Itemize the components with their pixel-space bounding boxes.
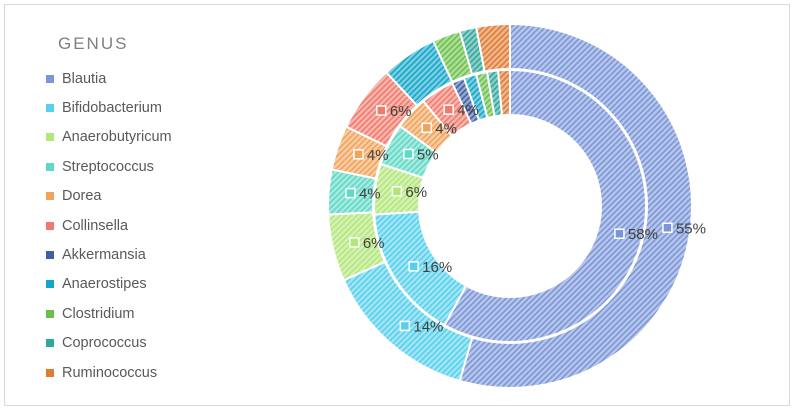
legend: Blautia Bifidobacterium Anaerobutyricum Str…: [46, 64, 172, 387]
inner-data-label: 6%: [405, 184, 427, 201]
inner-data-marker: [403, 148, 414, 160]
outer-data-marker: [376, 105, 387, 116]
legend-swatch: [46, 104, 54, 113]
legend-label: Akkermansia: [62, 247, 146, 264]
outer-data-marker: [662, 222, 673, 234]
legend-swatch: [46, 74, 54, 83]
outer-slice-ruminococcus: [475, 22, 511, 73]
legend-item: Streptococcus: [46, 152, 172, 181]
inner-data-label: 4%: [435, 120, 457, 137]
inner-slice-blautia: [443, 68, 647, 343]
legend-swatch: [46, 280, 54, 289]
legend-label: Streptococcus: [62, 158, 154, 175]
legend-label: Ruminococcus: [62, 364, 158, 381]
legend-label: Blautia: [62, 70, 107, 87]
outer-data-marker: [399, 320, 411, 332]
legend-item: Coprococcus: [46, 329, 172, 358]
legend-label: Clostridium: [62, 305, 135, 322]
legend-swatch: [46, 309, 54, 318]
legend-title: GENUS: [58, 34, 129, 53]
outer-data-label: 6%: [390, 103, 412, 120]
legend-label: Anaerobutyricum: [62, 129, 172, 146]
inner-data-label: 58%: [628, 226, 658, 243]
legend-swatch: [46, 221, 54, 230]
legend-item: Bifidobacterium: [46, 93, 172, 122]
inner-data-label: 4%: [457, 102, 479, 119]
outer-data-marker: [345, 187, 356, 199]
legend-item: Ruminococcus: [46, 358, 172, 387]
outer-data-label: 6%: [363, 235, 385, 252]
legend-label: Dorea: [62, 188, 102, 205]
inner-data-marker: [408, 261, 419, 272]
legend-label: Bifidobacterium: [62, 100, 162, 117]
legend-label: Anaerostipes: [62, 276, 147, 293]
legend-swatch: [46, 162, 54, 171]
legend-item: Blautia: [46, 64, 172, 93]
inner-data-label: 16%: [422, 259, 452, 276]
outer-data-marker: [353, 149, 364, 160]
outer-slice-blautia: [458, 22, 693, 389]
inner-data-marker: [391, 186, 403, 197]
inner-data-marker: [443, 104, 454, 115]
legend-item: Collinsella: [46, 211, 172, 240]
legend-swatch: [46, 251, 54, 260]
legend-item: Dorea: [46, 182, 172, 211]
legend-swatch: [46, 339, 54, 348]
legend-label: Collinsella: [62, 217, 129, 234]
outer-data-label: 14%: [413, 318, 443, 335]
outer-data-label: 4%: [367, 147, 389, 164]
legend-swatch: [46, 192, 54, 201]
legend-item: Clostridium: [46, 299, 172, 328]
legend-item: Akkermansia: [46, 240, 172, 269]
legend-label: Coprococcus: [62, 335, 147, 352]
inner-slice-ruminococcus: [496, 68, 511, 117]
outer-data-marker: [349, 237, 360, 248]
outer-data-label: 4%: [359, 186, 381, 203]
legend-item: Anaerostipes: [46, 270, 172, 299]
outer-data-label: 55%: [676, 220, 706, 237]
legend-swatch: [46, 133, 54, 142]
inner-data-marker: [614, 228, 625, 239]
legend-swatch: [46, 368, 54, 377]
inner-data-label: 5%: [417, 146, 439, 163]
inner-data-marker: [421, 122, 433, 134]
legend-item: Anaerobutyricum: [46, 123, 172, 152]
